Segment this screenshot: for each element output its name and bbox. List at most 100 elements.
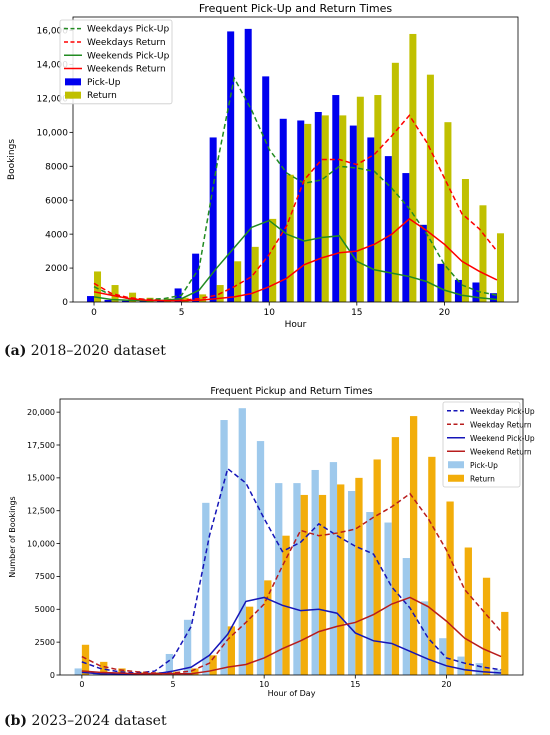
y-tick-label: 16,000 bbox=[37, 27, 69, 37]
x-tick-label: 20 bbox=[441, 680, 451, 689]
bar bbox=[384, 522, 392, 675]
bar bbox=[402, 558, 410, 675]
bar bbox=[409, 416, 418, 675]
caption-b: (b) 2023–2024 dataset bbox=[4, 713, 167, 729]
chart-2: 0 5 10 15 20 0 2500 5000 7500 10,000 12,500 15,000 1… bbox=[8, 386, 535, 698]
legend-label: Weekends Return bbox=[87, 65, 166, 75]
y-tick-label: 6000 bbox=[45, 196, 68, 206]
bar bbox=[391, 437, 400, 675]
x-tick-label: 20 bbox=[439, 308, 451, 318]
bar bbox=[332, 95, 340, 302]
caption-a-label: (a) bbox=[4, 343, 27, 359]
bar bbox=[489, 293, 497, 302]
bar bbox=[446, 501, 454, 675]
bar bbox=[419, 224, 427, 302]
line-weekend-pick-up bbox=[81, 596, 502, 676]
bar-series-return bbox=[94, 33, 504, 303]
chart-title: Frequent Pick-Up and Return Times bbox=[199, 2, 393, 15]
bar bbox=[129, 292, 137, 302]
bar bbox=[444, 122, 452, 303]
x-tick-label: 5 bbox=[179, 308, 185, 318]
bar bbox=[100, 661, 108, 675]
y-axis-label: Number of Bookings bbox=[8, 496, 17, 577]
bar bbox=[475, 663, 483, 675]
bar bbox=[457, 656, 465, 675]
bar bbox=[297, 120, 305, 302]
x-axis-label: Hour of Day bbox=[268, 689, 316, 698]
caption-a: (a) 2018–2020 dataset bbox=[4, 343, 166, 359]
line-weekdays-pick-up bbox=[93, 75, 498, 301]
bar bbox=[348, 491, 356, 675]
bar bbox=[202, 502, 210, 675]
y-tick-label: 8000 bbox=[45, 162, 68, 172]
bar bbox=[496, 233, 504, 302]
bar bbox=[355, 477, 363, 675]
bar bbox=[234, 261, 242, 302]
legend-label: Weekends Pick-Up bbox=[87, 51, 170, 61]
legend-label: Return bbox=[470, 474, 495, 483]
bar bbox=[391, 62, 399, 302]
bar bbox=[300, 494, 308, 675]
y-tick-label: 5000 bbox=[35, 605, 55, 614]
y-tick-label: 14,000 bbox=[37, 61, 69, 71]
bar bbox=[174, 288, 182, 302]
y-tick-label: 15,000 bbox=[27, 474, 55, 483]
chart-1: 0 5 10 15 20 0 2000 4000 6000 8000 10,000 12,000 14,… bbox=[7, 2, 519, 330]
bar bbox=[245, 606, 254, 675]
y-tick-label: 2500 bbox=[35, 638, 55, 647]
bar bbox=[183, 619, 192, 675]
caption-a-text: 2018–2020 dataset bbox=[26, 343, 166, 359]
line-weekday-pick-up bbox=[81, 467, 502, 674]
bar bbox=[318, 494, 327, 675]
bar bbox=[329, 462, 338, 675]
plot-frame bbox=[59, 398, 524, 676]
bar bbox=[439, 638, 447, 675]
bar bbox=[373, 459, 381, 675]
line-weekend-return bbox=[81, 596, 502, 675]
bar bbox=[311, 469, 319, 675]
bar bbox=[94, 271, 102, 302]
y-tick-label: 4000 bbox=[45, 230, 68, 240]
x-tick-label: 0 bbox=[91, 308, 97, 318]
bar bbox=[220, 420, 228, 675]
y-tick-label: 7500 bbox=[35, 572, 55, 581]
bar bbox=[256, 441, 265, 675]
y-tick-label: 2000 bbox=[45, 264, 68, 274]
legend-label: Weekdays Pick-Up bbox=[87, 25, 169, 35]
legend-label: Weekend Pick-Up bbox=[470, 434, 535, 443]
y-tick-label: 10,000 bbox=[27, 539, 55, 548]
bar-series-return bbox=[81, 416, 509, 675]
y-tick-label: 17,500 bbox=[27, 441, 55, 450]
line-weekends-return bbox=[93, 217, 498, 302]
bar bbox=[367, 137, 375, 302]
y-tick-label: 20,000 bbox=[27, 408, 55, 417]
bar bbox=[454, 279, 462, 302]
bar bbox=[279, 118, 287, 302]
plot-frame bbox=[72, 16, 519, 303]
bar bbox=[209, 137, 217, 302]
bar bbox=[501, 611, 509, 675]
bar bbox=[227, 626, 235, 675]
bar bbox=[482, 577, 491, 675]
legend-label: Weekday Return bbox=[470, 420, 532, 429]
x-tick-label: 15 bbox=[350, 680, 360, 689]
legend-swatch bbox=[448, 474, 464, 482]
legend-label: Return bbox=[87, 91, 117, 101]
x-tick-label: 5 bbox=[170, 680, 175, 689]
legend-label: Weekend Return bbox=[470, 447, 532, 456]
legend-swatch bbox=[65, 78, 81, 86]
bar bbox=[349, 125, 357, 302]
bar bbox=[104, 299, 112, 302]
bar bbox=[264, 580, 272, 675]
x-tick-label: 15 bbox=[351, 308, 362, 318]
y-tick-label: 0 bbox=[62, 298, 68, 308]
legend: Weekdays Pick-Up Weekdays Return Weekends … bbox=[59, 19, 173, 105]
bar bbox=[251, 246, 259, 302]
bar bbox=[337, 484, 345, 675]
bar bbox=[384, 156, 392, 302]
bar bbox=[282, 535, 290, 675]
bar bbox=[227, 31, 235, 302]
bar bbox=[111, 285, 119, 302]
bar bbox=[314, 112, 322, 302]
y-tick-label: 10,000 bbox=[37, 129, 69, 139]
